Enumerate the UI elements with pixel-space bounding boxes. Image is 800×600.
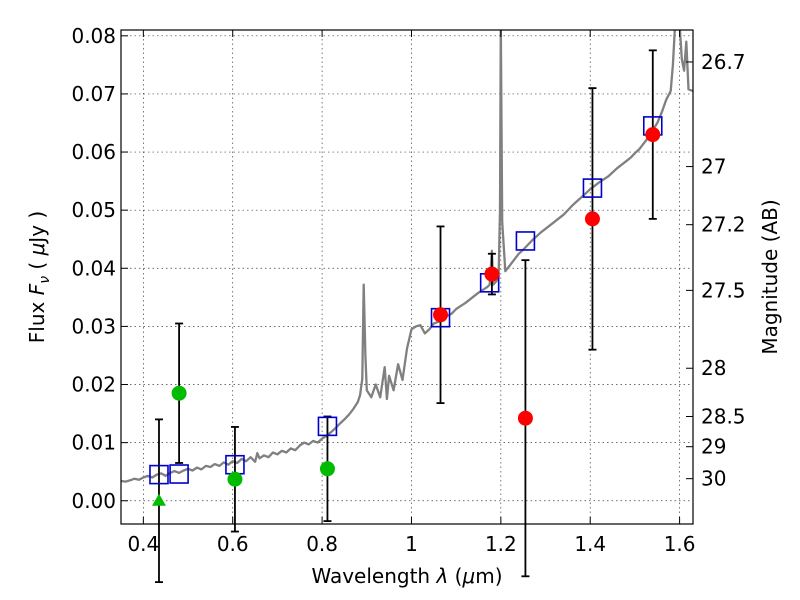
ticks bbox=[121, 30, 693, 524]
nir-photometry-point bbox=[584, 211, 600, 227]
mag-tick-label: 27.2 bbox=[701, 213, 746, 237]
model-photometry-square bbox=[515, 231, 536, 251]
right-axis-label: Magnitude (AB) bbox=[758, 199, 782, 354]
plot-frame bbox=[120, 29, 694, 525]
x-tick-label: 1.6 bbox=[664, 532, 696, 556]
mag-tick-label: 28 bbox=[701, 356, 726, 380]
y-tick-label: 0.00 bbox=[71, 489, 116, 513]
y-tick-label: 0.06 bbox=[71, 140, 116, 164]
mag-tick-label: 30 bbox=[701, 467, 726, 491]
mag-tick-label: 27.5 bbox=[701, 278, 746, 302]
nir-photometry-point bbox=[517, 410, 533, 426]
y-tick-label: 0.07 bbox=[71, 82, 116, 106]
tick-labels: 0.4 0.6 0.8 1 1.2 1.4 1.6 0.00 0.01 0.02 0.03 0.04 0… bbox=[71, 24, 745, 556]
model-photometry-square bbox=[582, 178, 603, 198]
plot-area bbox=[121, 30, 693, 483]
upper-limit-triangle bbox=[151, 493, 166, 506]
y-tick-label: 0.04 bbox=[71, 256, 116, 280]
mag-tick-label: 28.5 bbox=[701, 404, 746, 428]
nir-photometry-point bbox=[484, 266, 500, 282]
grid bbox=[121, 30, 693, 524]
y-tick-label: 0.08 bbox=[71, 24, 116, 48]
mag-tick-label: 27 bbox=[701, 155, 726, 179]
x-tick-label: 0.8 bbox=[306, 532, 338, 556]
model-photometry-square bbox=[317, 416, 338, 437]
x-tick-label: 1.4 bbox=[574, 532, 606, 556]
optical-photometry-point bbox=[227, 471, 243, 487]
x-tick-label: 1 bbox=[405, 532, 418, 556]
nir-photometry-point bbox=[433, 307, 449, 323]
model-spectrum-line bbox=[121, 30, 693, 483]
markers-layer bbox=[149, 49, 663, 584]
x-tick-label: 0.4 bbox=[127, 532, 159, 556]
y-axis-label: Flux Fν ( μJy ) bbox=[25, 211, 53, 343]
y-tick-label: 0.05 bbox=[71, 198, 116, 222]
y-tick-label: 0.03 bbox=[71, 314, 116, 338]
optical-photometry-point bbox=[171, 385, 187, 401]
x-tick-label: 0.6 bbox=[217, 532, 249, 556]
model-photometry-square bbox=[149, 464, 169, 485]
y-tick-label: 0.02 bbox=[71, 373, 116, 397]
nir-photometry-point bbox=[645, 127, 661, 143]
mag-tick-label: 29 bbox=[701, 435, 726, 459]
x-tick-label: 1.2 bbox=[485, 532, 517, 556]
optical-photometry-point bbox=[319, 461, 335, 477]
model-photometry-square bbox=[169, 464, 189, 484]
mag-tick-label: 26.7 bbox=[701, 50, 746, 74]
y-tick-label: 0.01 bbox=[71, 431, 116, 455]
x-axis-label: Wavelength λ (μm) bbox=[311, 564, 502, 588]
series-layer bbox=[121, 30, 693, 483]
